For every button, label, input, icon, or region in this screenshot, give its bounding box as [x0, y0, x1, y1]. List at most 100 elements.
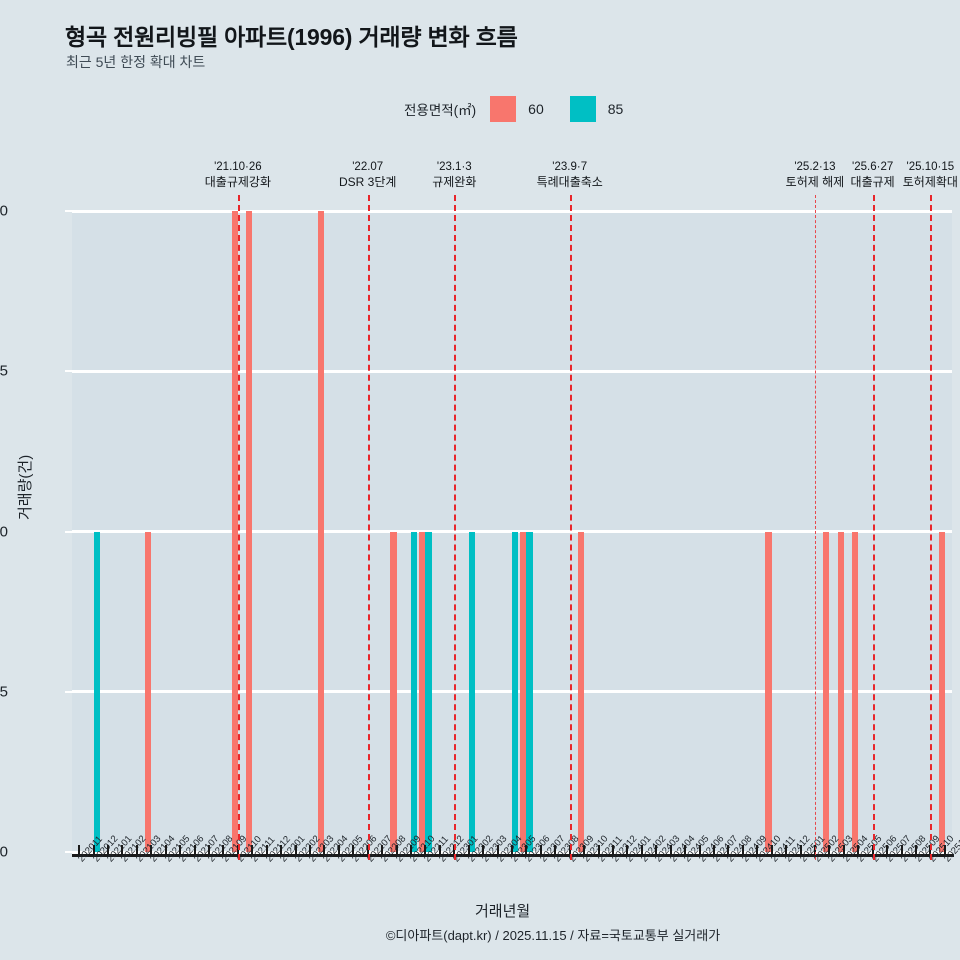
bar-60-202411 — [765, 531, 772, 852]
annotation-label-202510: '25.10·15 토허제확대 — [903, 160, 958, 190]
bar-60-202204 — [318, 211, 325, 852]
x-tick-mark — [135, 845, 138, 855]
annotation-event: DSR 3단계 — [339, 175, 397, 189]
chart-title: 형곡 전원리빙필 아파트(1996) 거래량 변화 흐름 — [65, 24, 518, 50]
annotation-label-202301: '23.1·3 규제완화 — [432, 160, 476, 190]
y-tick-mark — [65, 210, 72, 212]
x-tick-mark — [741, 845, 744, 855]
x-tick-mark — [597, 845, 600, 855]
x-tick-mark — [78, 845, 81, 855]
x-axis-line — [72, 854, 954, 857]
bar-85-202306 — [526, 531, 533, 852]
annotation-event: 대출규제 — [850, 175, 895, 189]
x-tick-mark — [107, 845, 110, 855]
y-tick-mark — [65, 851, 72, 853]
x-tick-mark — [511, 845, 513, 855]
bar-60-202504 — [837, 531, 844, 852]
bar-60-202503 — [823, 531, 830, 852]
bar-85-202305 — [512, 531, 519, 852]
x-tick-mark — [323, 845, 326, 855]
annotation-date: '25.10·15 — [906, 161, 955, 173]
annotation-label-202309: '23.9·7 특례대출축소 — [537, 160, 603, 190]
annotation-date: '21.10·26 — [214, 161, 262, 173]
legend-label-60: 60 — [528, 101, 544, 117]
x-tick-mark — [727, 845, 730, 855]
x-tick-mark — [280, 845, 283, 855]
legend: 전용면적(㎡) 60 85 — [404, 96, 623, 122]
annotation-date: '23.1·3 — [436, 161, 472, 173]
x-tick-mark — [381, 845, 384, 855]
x-tick-mark — [179, 845, 182, 855]
annotation-label-202207: '22.07 DSR 3단계 — [339, 160, 396, 190]
x-tick-mark — [92, 845, 95, 855]
x-tick-mark — [886, 845, 889, 855]
x-tick-mark — [583, 845, 586, 855]
x-tick-mark — [525, 845, 528, 855]
bar-60-202310 — [577, 531, 585, 852]
annotation-line-202301 — [454, 195, 457, 860]
plot-area — [72, 209, 952, 854]
x-tick-mark — [655, 845, 658, 855]
chart-subtitle: 최근 5년 한정 확대 차트 — [66, 54, 206, 70]
annotation-line-202309 — [569, 195, 572, 860]
annotation-line-202506 — [872, 195, 875, 860]
x-tick-mark — [265, 845, 268, 855]
y-tick-label: 0.5 — [0, 683, 8, 701]
bar-85-202012 — [93, 531, 100, 852]
bar-60-202209 — [390, 531, 397, 852]
annotation-date: '25.2·13 — [794, 161, 836, 173]
annotation-date: '25.6·27 — [852, 161, 894, 173]
annotation-event: 특례대출축소 — [536, 175, 603, 189]
annotation-line-202502 — [814, 195, 816, 860]
x-tick-mark — [438, 845, 441, 855]
x-tick-mark — [121, 845, 124, 855]
legend-title: 전용면적(㎡) — [404, 103, 477, 118]
annotation-line-202207 — [367, 195, 370, 860]
annotation-event: 토허제확대 — [902, 175, 958, 189]
x-tick-mark — [684, 845, 687, 855]
x-tick-mark — [698, 845, 701, 855]
x-tick-mark — [395, 845, 398, 855]
x-tick-mark — [669, 845, 672, 855]
x-tick-mark — [611, 845, 614, 855]
y-tick-label: 1.5 — [0, 362, 8, 380]
annotation-line-202510 — [930, 195, 933, 860]
bar-60-202110 — [231, 211, 238, 852]
x-tick-mark — [640, 845, 643, 855]
x-tick-mark — [828, 845, 831, 855]
annotation-label-202110: '21.10·26 대출규제강화 — [205, 160, 271, 190]
x-tick-mark — [251, 845, 254, 855]
bar-60-202306 — [520, 531, 527, 852]
x-tick-mark — [770, 845, 773, 855]
annotation-event: 규제완화 — [432, 175, 477, 189]
x-tick-mark — [410, 845, 413, 855]
x-tick-mark — [799, 845, 802, 855]
bar-85-202211 — [425, 531, 432, 852]
x-tick-mark — [554, 845, 557, 855]
y-tick-label: 1.0 — [0, 523, 8, 540]
y-tick-label: 0.0 — [0, 843, 8, 861]
x-tick-mark — [150, 845, 153, 855]
y-tick-mark — [65, 690, 72, 693]
x-tick-mark — [424, 845, 427, 855]
bar-60-202211 — [419, 531, 426, 852]
x-tick-mark — [294, 845, 297, 855]
x-tick-mark — [539, 845, 542, 855]
bar-60-202111 — [246, 211, 253, 852]
bar-85-202210 — [411, 531, 418, 852]
x-tick-mark — [222, 845, 225, 855]
x-tick-mark — [943, 845, 946, 855]
gridline — [72, 209, 952, 213]
annotation-line-202110 — [237, 195, 240, 860]
x-tick-mark — [309, 845, 312, 855]
annotation-event: 토허제 해제 — [785, 175, 845, 189]
x-tick-mark — [900, 845, 903, 855]
annotation-label-202502: '25.2·13 토허제 해제 — [786, 160, 845, 190]
annotation-label-202506: '25.6·27 대출규제 — [851, 160, 895, 190]
x-tick-mark — [208, 845, 211, 855]
bar-60-202104 — [145, 531, 152, 852]
footer-credit: ©디아파트(dapt.kr) / 2025.11.15 / 자료=국토교통부 실… — [385, 928, 721, 943]
x-tick-mark — [337, 845, 340, 855]
x-tick-mark — [914, 845, 917, 855]
gridline — [72, 369, 952, 373]
